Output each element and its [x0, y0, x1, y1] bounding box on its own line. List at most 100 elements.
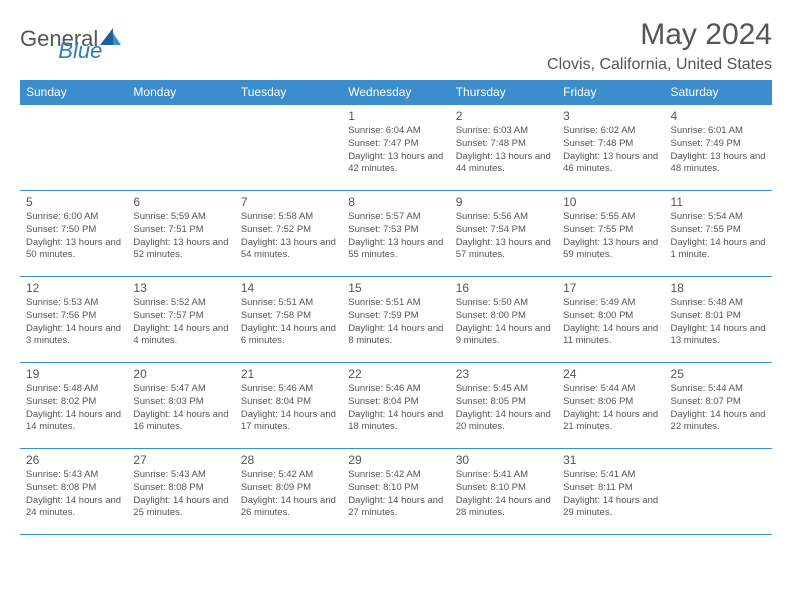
day-details: Sunrise: 5:44 AMSunset: 8:07 PMDaylight:… [671, 383, 766, 434]
day-number: 28 [241, 453, 336, 467]
calendar-cell: 2 Sunrise: 6:03 AMSunset: 7:48 PMDaylight… [450, 105, 557, 191]
calendar-row: 26 Sunrise: 5:43 AMSunset: 8:08 PMDayligh… [20, 449, 772, 535]
calendar-cell: 27 Sunrise: 5:43 AMSunset: 8:08 PMDayligh… [127, 449, 234, 535]
day-number: 5 [26, 195, 121, 209]
day-details: Sunrise: 5:43 AMSunset: 8:08 PMDaylight:… [26, 469, 121, 520]
weekday-header: Friday [557, 80, 664, 105]
day-details: Sunrise: 5:46 AMSunset: 8:04 PMDaylight:… [348, 383, 443, 434]
day-number: 27 [133, 453, 228, 467]
calendar-cell: 23 Sunrise: 5:45 AMSunset: 8:05 PMDayligh… [450, 363, 557, 449]
day-details: Sunrise: 5:55 AMSunset: 7:55 PMDaylight:… [563, 211, 658, 262]
calendar-cell: 19Sunrise: 5:48 AMSunset: 8:02 PMDayligh… [20, 363, 127, 449]
weekday-header-row: Sunday Monday Tuesday Wednesday Thursday… [20, 80, 772, 105]
day-details: Sunrise: 5:48 AMSunset: 8:01 PMDaylight:… [671, 297, 766, 348]
day-number: 29 [348, 453, 443, 467]
logo-sail-icon [100, 28, 122, 51]
day-details: Sunrise: 5:44 AMSunset: 8:06 PMDaylight:… [563, 383, 658, 434]
calendar-cell: 7Sunrise: 5:58 AMSunset: 7:52 PMDaylight… [235, 191, 342, 277]
day-number: 18 [671, 281, 766, 295]
calendar-cell: 26 Sunrise: 5:43 AMSunset: 8:08 PMDayligh… [20, 449, 127, 535]
day-number: 24 [563, 367, 658, 381]
day-number: 11 [671, 195, 766, 209]
calendar-cell [127, 105, 234, 191]
day-details: Sunrise: 5:49 AMSunset: 8:00 PMDaylight:… [563, 297, 658, 348]
calendar-table: Sunday Monday Tuesday Wednesday Thursday… [20, 80, 772, 535]
calendar-cell [235, 105, 342, 191]
calendar-cell: 12 Sunrise: 5:53 AMSunset: 7:56 PMDayligh… [20, 277, 127, 363]
day-details: Sunrise: 5:43 AMSunset: 8:08 PMDaylight:… [133, 469, 228, 520]
weekday-header: Thursday [450, 80, 557, 105]
day-details: Sunrise: 5:42 AMSunset: 8:09 PMDaylight:… [241, 469, 336, 520]
day-number: 21 [241, 367, 336, 381]
day-number: 13 [133, 281, 228, 295]
weekday-header: Saturday [665, 80, 772, 105]
day-details: Sunrise: 5:59 AMSunset: 7:51 PMDaylight:… [133, 211, 228, 262]
calendar-cell [20, 105, 127, 191]
logo: General Blue [20, 26, 166, 52]
weekday-header: Sunday [20, 80, 127, 105]
day-details: Sunrise: 5:42 AMSunset: 8:10 PMDaylight:… [348, 469, 443, 520]
day-details: Sunrise: 6:01 AMSunset: 7:49 PMDaylight:… [671, 125, 766, 176]
day-number: 26 [26, 453, 121, 467]
title-block: May 2024 Clovis, California, United Stat… [547, 18, 772, 74]
calendar-cell: 24 Sunrise: 5:44 AMSunset: 8:06 PMDayligh… [557, 363, 664, 449]
day-details: Sunrise: 5:45 AMSunset: 8:05 PMDaylight:… [456, 383, 551, 434]
day-number: 4 [671, 109, 766, 123]
day-details: Sunrise: 5:46 AMSunset: 8:04 PMDaylight:… [241, 383, 336, 434]
day-number: 14 [241, 281, 336, 295]
weekday-header: Wednesday [342, 80, 449, 105]
calendar-cell: 13 Sunrise: 5:52 AMSunset: 7:57 PMDayligh… [127, 277, 234, 363]
day-number: 10 [563, 195, 658, 209]
day-details: Sunrise: 5:41 AMSunset: 8:10 PMDaylight:… [456, 469, 551, 520]
day-number: 22 [348, 367, 443, 381]
calendar-row: 19Sunrise: 5:48 AMSunset: 8:02 PMDayligh… [20, 363, 772, 449]
day-number: 25 [671, 367, 766, 381]
day-details: Sunrise: 5:47 AMSunset: 8:03 PMDaylight:… [133, 383, 228, 434]
calendar-cell: 15 Sunrise: 5:51 AMSunset: 7:59 PMDayligh… [342, 277, 449, 363]
day-number: 23 [456, 367, 551, 381]
calendar-cell: 18 Sunrise: 5:48 AMSunset: 8:01 PMDayligh… [665, 277, 772, 363]
day-number: 8 [348, 195, 443, 209]
day-details: Sunrise: 5:51 AMSunset: 7:58 PMDaylight:… [241, 297, 336, 348]
calendar-cell: 6Sunrise: 5:59 AMSunset: 7:51 PMDaylight… [127, 191, 234, 277]
weekday-header: Tuesday [235, 80, 342, 105]
day-details: Sunrise: 5:56 AMSunset: 7:54 PMDaylight:… [456, 211, 551, 262]
calendar-cell: 31Sunrise: 5:41 AMSunset: 8:11 PMDayligh… [557, 449, 664, 535]
day-details: Sunrise: 5:50 AMSunset: 8:00 PMDaylight:… [456, 297, 551, 348]
calendar-cell: 22 Sunrise: 5:46 AMSunset: 8:04 PMDayligh… [342, 363, 449, 449]
calendar-row: 1Sunrise: 6:04 AMSunset: 7:47 PMDaylight… [20, 105, 772, 191]
calendar-cell: 14 Sunrise: 5:51 AMSunset: 7:58 PMDayligh… [235, 277, 342, 363]
calendar-cell: 25 Sunrise: 5:44 AMSunset: 8:07 PMDayligh… [665, 363, 772, 449]
day-number: 19 [26, 367, 121, 381]
calendar-cell: 3 Sunrise: 6:02 AMSunset: 7:48 PMDaylight… [557, 105, 664, 191]
day-number: 9 [456, 195, 551, 209]
calendar-row: 12 Sunrise: 5:53 AMSunset: 7:56 PMDayligh… [20, 277, 772, 363]
day-details: Sunrise: 6:02 AMSunset: 7:48 PMDaylight:… [563, 125, 658, 176]
day-number: 3 [563, 109, 658, 123]
calendar-cell: 21 Sunrise: 5:46 AMSunset: 8:04 PMDayligh… [235, 363, 342, 449]
day-details: Sunrise: 6:03 AMSunset: 7:48 PMDaylight:… [456, 125, 551, 176]
day-details: Sunrise: 5:57 AMSunset: 7:53 PMDaylight:… [348, 211, 443, 262]
calendar-cell: 16 Sunrise: 5:50 AMSunset: 8:00 PMDayligh… [450, 277, 557, 363]
calendar-cell: 11 Sunrise: 5:54 AMSunset: 7:55 PMDayligh… [665, 191, 772, 277]
day-number: 2 [456, 109, 551, 123]
day-details: Sunrise: 5:54 AMSunset: 7:55 PMDaylight:… [671, 211, 766, 262]
day-details: Sunrise: 5:52 AMSunset: 7:57 PMDaylight:… [133, 297, 228, 348]
calendar-cell: 9 Sunrise: 5:56 AMSunset: 7:54 PMDaylight… [450, 191, 557, 277]
day-number: 16 [456, 281, 551, 295]
calendar-cell: 1Sunrise: 6:04 AMSunset: 7:47 PMDaylight… [342, 105, 449, 191]
header: General Blue May 2024 Clovis, California… [20, 18, 772, 74]
day-number: 17 [563, 281, 658, 295]
day-details: Sunrise: 5:58 AMSunset: 7:52 PMDaylight:… [241, 211, 336, 262]
calendar-row: 5Sunrise: 6:00 AMSunset: 7:50 PMDaylight… [20, 191, 772, 277]
day-number: 12 [26, 281, 121, 295]
calendar-cell: 30Sunrise: 5:41 AMSunset: 8:10 PMDayligh… [450, 449, 557, 535]
day-details: Sunrise: 5:53 AMSunset: 7:56 PMDaylight:… [26, 297, 121, 348]
day-details: Sunrise: 5:51 AMSunset: 7:59 PMDaylight:… [348, 297, 443, 348]
day-number: 31 [563, 453, 658, 467]
calendar-cell: 8 Sunrise: 5:57 AMSunset: 7:53 PMDaylight… [342, 191, 449, 277]
weekday-header: Monday [127, 80, 234, 105]
logo-text-2: Blue [58, 38, 102, 64]
day-details: Sunrise: 6:04 AMSunset: 7:47 PMDaylight:… [348, 125, 443, 176]
day-number: 15 [348, 281, 443, 295]
